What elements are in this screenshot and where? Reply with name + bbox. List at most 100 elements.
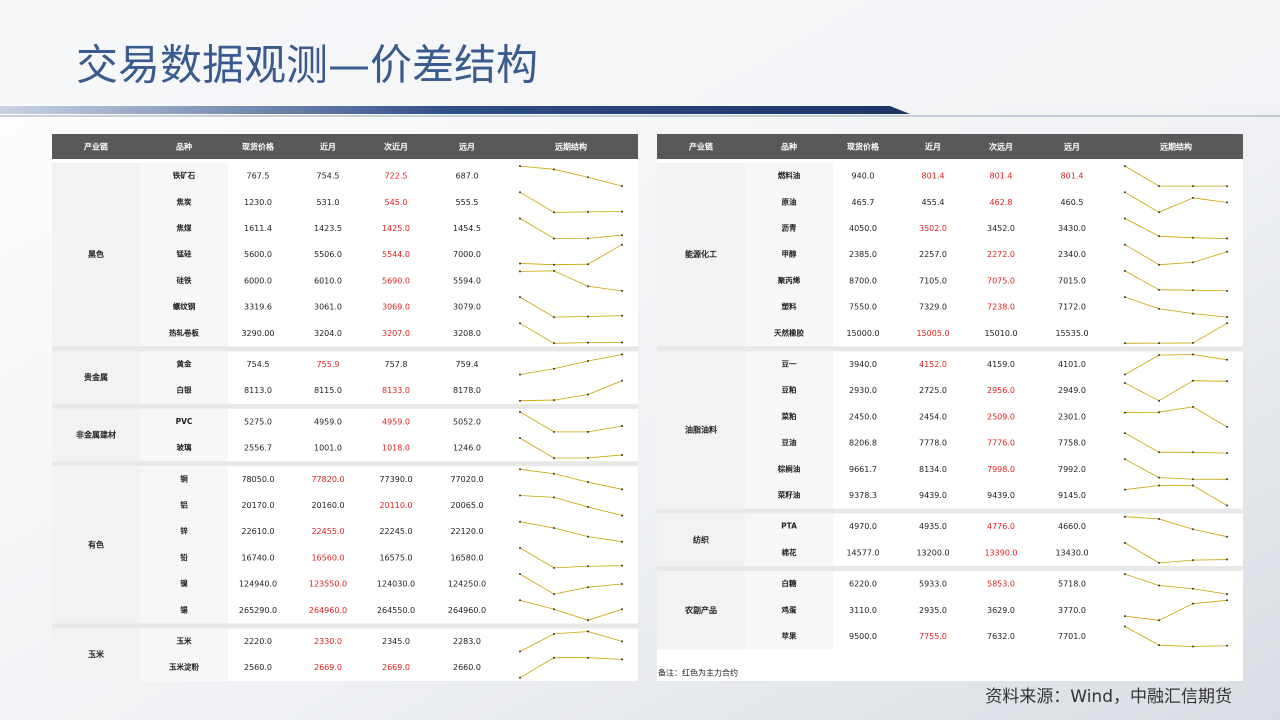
price-cell: 9378.3 (849, 491, 877, 500)
spark-point (1158, 185, 1160, 188)
spark-point (553, 527, 555, 530)
group-name: 玉米 (88, 649, 105, 659)
price-cell: 2257.0 (919, 250, 947, 259)
spark-point (1226, 380, 1228, 383)
spark-point (587, 263, 589, 266)
price-cell: 3319.6 (244, 303, 272, 312)
price-cell: 531.0 (317, 198, 340, 207)
price-cell: 77020.0 (450, 475, 483, 484)
spark-line (519, 495, 623, 516)
price-cell: 7329.0 (919, 303, 947, 312)
price-cell: 7172.0 (1058, 303, 1086, 312)
spark-point (1192, 559, 1194, 562)
spark-line (519, 468, 623, 490)
price-cell: 7015.0 (1058, 276, 1086, 285)
price-cell: 13390.0 (984, 548, 1017, 557)
spark-point (587, 430, 589, 433)
price-cell: 78050.0 (241, 475, 274, 484)
spark-line (519, 270, 623, 292)
spark-point (1158, 211, 1160, 214)
variety: 沥青 (782, 223, 797, 233)
spark-point (1192, 602, 1194, 605)
variety: PTA (781, 522, 797, 531)
spark-point (1158, 399, 1160, 402)
spark-point (1192, 236, 1194, 239)
spark-point (621, 234, 623, 237)
spark-point (1124, 615, 1126, 618)
spark-line (519, 631, 623, 652)
spark-point (553, 237, 555, 240)
price-cell: 8206.8 (849, 439, 877, 448)
spark-point (621, 289, 623, 292)
spark-point (587, 315, 589, 318)
spark-line (1124, 380, 1228, 402)
price-cell: 4050.0 (849, 224, 877, 233)
spark-point (1226, 322, 1228, 325)
spark-point (1158, 451, 1160, 454)
variety: 锡 (180, 604, 188, 614)
price-cell: 2283.0 (453, 637, 481, 646)
price-cell: 4935.0 (919, 522, 947, 531)
spark-point (1158, 484, 1160, 487)
price-cell: 123550.0 (309, 580, 347, 589)
spark-point (587, 481, 589, 484)
price-cell: 9500.0 (849, 632, 877, 641)
price-cell: 722.5 (385, 172, 408, 181)
price-cell: 2660.0 (453, 663, 481, 672)
price-cell: 5853.0 (987, 580, 1015, 589)
spark-point (1124, 342, 1126, 345)
variety: 菜籽油 (777, 490, 801, 500)
spark-point (621, 243, 623, 246)
price-cell: 20170.0 (241, 501, 274, 510)
price-cell: 7992.0 (1058, 465, 1086, 474)
price-cell: 16560.0 (311, 553, 344, 562)
group-name: 农副产品 (684, 605, 717, 615)
price-cell: 2340.0 (1058, 250, 1086, 259)
price-cell: 7105.0 (919, 276, 947, 285)
price-cell: 1611.4 (244, 224, 272, 233)
group-band (745, 163, 833, 347)
spark-point (553, 608, 555, 611)
spark-line (519, 165, 623, 187)
spark-point (1192, 289, 1194, 292)
spark-point (587, 341, 589, 344)
spark-point (519, 437, 521, 440)
spark-point (519, 296, 521, 299)
spark-point (1226, 201, 1228, 204)
spark-point (1192, 645, 1194, 648)
group-gap (52, 623, 638, 629)
spark-line (1124, 270, 1228, 292)
spark-point (1158, 584, 1160, 587)
spark-point (553, 566, 555, 569)
spark-line (519, 437, 623, 459)
spark-point (553, 496, 555, 499)
price-cell: 22610.0 (241, 527, 274, 536)
spark-point (553, 168, 555, 171)
price-cell: 2454.0 (919, 412, 947, 421)
spark-point (519, 262, 521, 265)
group-cell (52, 466, 140, 624)
spark-line (1124, 406, 1228, 428)
spark-line (519, 411, 623, 433)
group-cell (52, 408, 140, 462)
spark-point (1124, 432, 1126, 435)
spark-point (1226, 535, 1228, 538)
spark-point (587, 456, 589, 459)
spark-point (1192, 261, 1194, 264)
price-cell: 6010.0 (314, 276, 342, 285)
price-cell: 265290.0 (239, 606, 277, 615)
price-cell: 15000.0 (846, 329, 879, 338)
spark-point (1124, 458, 1126, 461)
variety: 白糖 (782, 578, 797, 588)
spark-line (1124, 244, 1228, 266)
price-cell: 6000.0 (244, 276, 272, 285)
spark-point (1124, 243, 1126, 246)
price-cell: 2930.0 (849, 386, 877, 395)
price-cell: 7758.0 (1058, 439, 1086, 448)
spark-point (587, 535, 589, 538)
spark-point (1192, 405, 1194, 408)
price-cell: 1454.5 (453, 224, 481, 233)
group-cell (52, 351, 140, 404)
